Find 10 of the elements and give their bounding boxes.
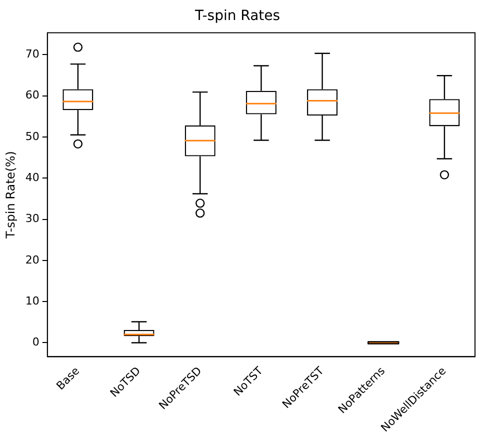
y-axis-title: T-spin Rate(%): [3, 151, 18, 240]
y-tick-label: 40: [25, 170, 40, 184]
y-tick-label: 70: [25, 47, 40, 60]
y-tick-label: 30: [25, 212, 40, 226]
y-tick-label: 60: [25, 88, 40, 102]
y-tick-label: 50: [25, 130, 40, 143]
chart-title: T-spin Rates: [194, 8, 280, 24]
y-tick-label: 20: [25, 253, 40, 266]
y-tick-label: 10: [25, 294, 40, 308]
y-tick-label: 0: [32, 336, 40, 349]
